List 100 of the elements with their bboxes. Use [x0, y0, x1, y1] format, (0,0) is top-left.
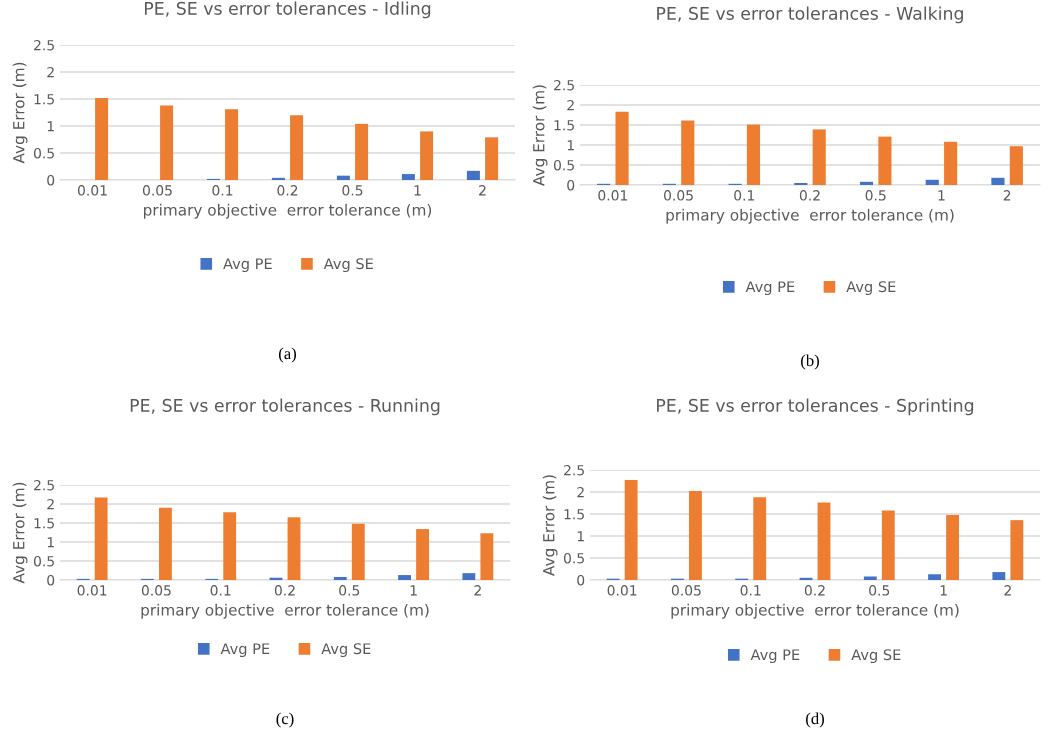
legend-label: Avg PE: [745, 281, 795, 296]
bar: [991, 177, 1005, 185]
x-tick-label: 0.1: [210, 585, 231, 596]
y-tick-label: 0.5: [563, 552, 584, 564]
x-tick-label: 2: [479, 185, 486, 196]
legend-label: Avg PE: [750, 649, 800, 664]
y-tick-label: 2.5: [564, 464, 584, 476]
y-tick-label: 1: [567, 140, 574, 151]
legend-label: Avg PE: [220, 643, 270, 658]
chart-title: PE, SE vs error tolerances - Running: [130, 398, 440, 416]
x-tick-label: 0.05: [671, 585, 701, 596]
x-tick-label: 0.2: [277, 185, 298, 196]
bar: [624, 480, 638, 580]
x-tick-label: 0.5: [865, 190, 886, 201]
y-axis-title: Avg Error (m): [542, 475, 558, 576]
bar: [878, 136, 892, 185]
x-tick-label: 0.01: [607, 585, 637, 596]
text: (a): [278, 347, 297, 363]
x-tick-label: 0.01: [77, 185, 107, 196]
chart-title: PE, SE vs error tolerances - Idling: [144, 1, 431, 19]
y-tick-label: 2.5: [34, 39, 54, 51]
x-tick-label: 1: [414, 185, 421, 196]
y-tick-label: 1.5: [34, 94, 54, 105]
x-tick-label: 0.01: [77, 585, 107, 596]
x-tick-label: 1: [938, 190, 945, 201]
bar: [271, 177, 285, 180]
bar: [817, 502, 831, 580]
bar: [416, 529, 429, 580]
bar: [859, 181, 874, 185]
bar: [881, 510, 895, 580]
bar: [480, 533, 494, 580]
legend-label: Avg SE: [323, 258, 373, 273]
bar: [223, 512, 237, 580]
bar: [1010, 520, 1024, 580]
y-tick-label: 2: [47, 66, 54, 78]
bar: [863, 576, 877, 580]
bar: [290, 115, 304, 180]
x-axis-title: primary objective error tolerance (m): [141, 603, 429, 619]
legend-label: Avg SE: [846, 281, 896, 296]
chart-title: PE, SE vs error tolerances - Walking: [657, 6, 963, 24]
bar: [420, 131, 434, 180]
text: (c): [276, 712, 294, 728]
bar: [94, 497, 108, 580]
bar: [746, 124, 761, 185]
legend-label: Avg PE: [223, 258, 272, 273]
y-tick-label: 0: [47, 174, 55, 186]
legend-label: Avg SE: [851, 649, 901, 664]
y-tick-label: 1.5: [34, 518, 54, 529]
bar: [351, 523, 365, 580]
x-tick-label: 0.2: [804, 585, 825, 596]
legend-label: Avg SE: [321, 643, 371, 658]
x-axis-title: primary objective error tolerance (m): [666, 208, 954, 224]
x-tick-label: 0.5: [342, 185, 363, 196]
bar: [398, 575, 411, 580]
x-tick-label: 0.1: [734, 190, 755, 201]
x-tick-label: 0.2: [799, 190, 820, 201]
bar: [615, 111, 629, 185]
y-tick-label: 0.5: [33, 147, 54, 159]
y-tick-label: 1: [577, 531, 584, 542]
y-tick-label: 2: [567, 99, 574, 111]
y-axis-title: Avg Error (m): [12, 62, 28, 164]
y-tick-label: 1: [47, 121, 54, 132]
y-tick-label: 0.5: [33, 555, 54, 567]
bar: [689, 491, 702, 580]
bar: [401, 174, 415, 180]
y-tick-label: 2.5: [34, 479, 54, 491]
x-tick-label: 0.05: [141, 585, 171, 596]
y-tick-label: 2: [577, 486, 584, 498]
bar: [466, 170, 480, 180]
y-tick-label: 1.5: [554, 120, 574, 131]
bar: [925, 179, 939, 185]
x-tick-label: 0.01: [598, 190, 628, 201]
y-axis-title: Avg Error (m): [12, 482, 28, 584]
bar: [928, 574, 941, 580]
x-tick-label: 2: [1003, 190, 1011, 201]
bar: [753, 497, 767, 580]
x-tick-label: 2: [1004, 585, 1011, 596]
bar: [485, 137, 499, 180]
x-tick-label: 0.05: [664, 190, 693, 201]
x-tick-label: 0.05: [142, 185, 172, 196]
x-axis-title: primary objective error tolerance (m): [144, 203, 432, 219]
text: (b): [801, 354, 819, 370]
bar: [681, 120, 695, 185]
bar: [287, 517, 301, 580]
y-tick-label: 1: [47, 537, 54, 548]
bar: [992, 572, 1006, 580]
y-tick-label: 0.5: [553, 159, 574, 171]
y-tick-label: 0: [577, 574, 585, 586]
bar: [812, 129, 826, 185]
x-tick-label: 0.5: [869, 585, 890, 596]
y-tick-label: 0: [47, 574, 55, 586]
y-tick-label: 2: [47, 498, 54, 510]
y-axis-title: Avg Error (m): [532, 85, 548, 186]
x-axis-title: primary objective error tolerance (m): [671, 603, 959, 619]
x-tick-label: 1: [940, 585, 947, 596]
bar: [462, 573, 476, 580]
chart-title: PE, SE vs error tolerances - Sprinting: [657, 398, 974, 416]
bar: [336, 175, 350, 180]
y-tick-label: 2.5: [554, 79, 574, 91]
x-tick-label: 0.5: [339, 585, 360, 596]
